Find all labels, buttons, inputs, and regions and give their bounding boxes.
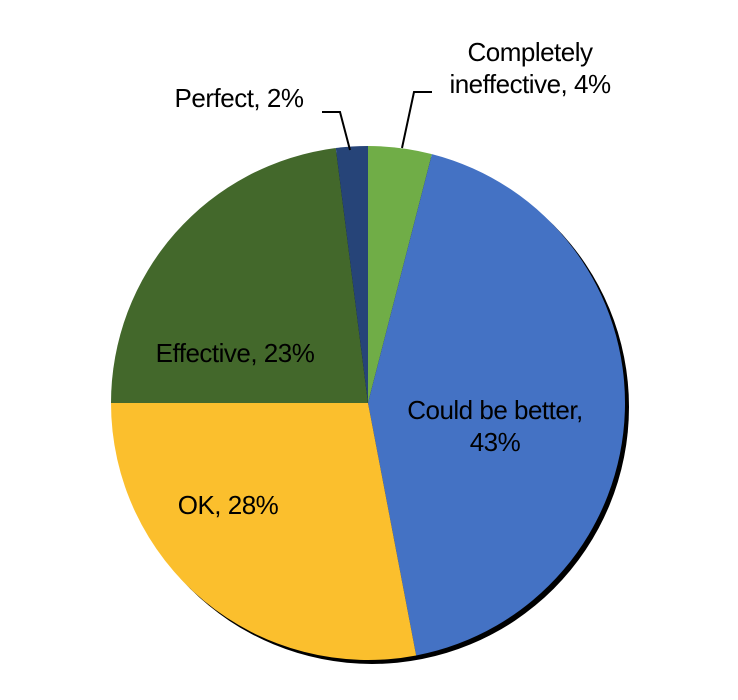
leader-line [401, 91, 432, 149]
slice-label: Could be better, [407, 395, 583, 425]
slice-label: OK, 28% [178, 490, 279, 520]
slices [111, 146, 626, 660]
slice [111, 148, 368, 403]
slice-label: Completely [467, 37, 593, 67]
leader-line [322, 111, 351, 151]
slice [335, 146, 368, 403]
slice-label: 43% [470, 427, 521, 457]
slice [368, 146, 432, 403]
slice-label: Effective, 23% [156, 338, 315, 368]
slice-label: ineffective, 4% [449, 69, 611, 99]
slice [111, 403, 417, 660]
slice [368, 154, 626, 656]
slice-label: Perfect, 2% [175, 83, 304, 113]
